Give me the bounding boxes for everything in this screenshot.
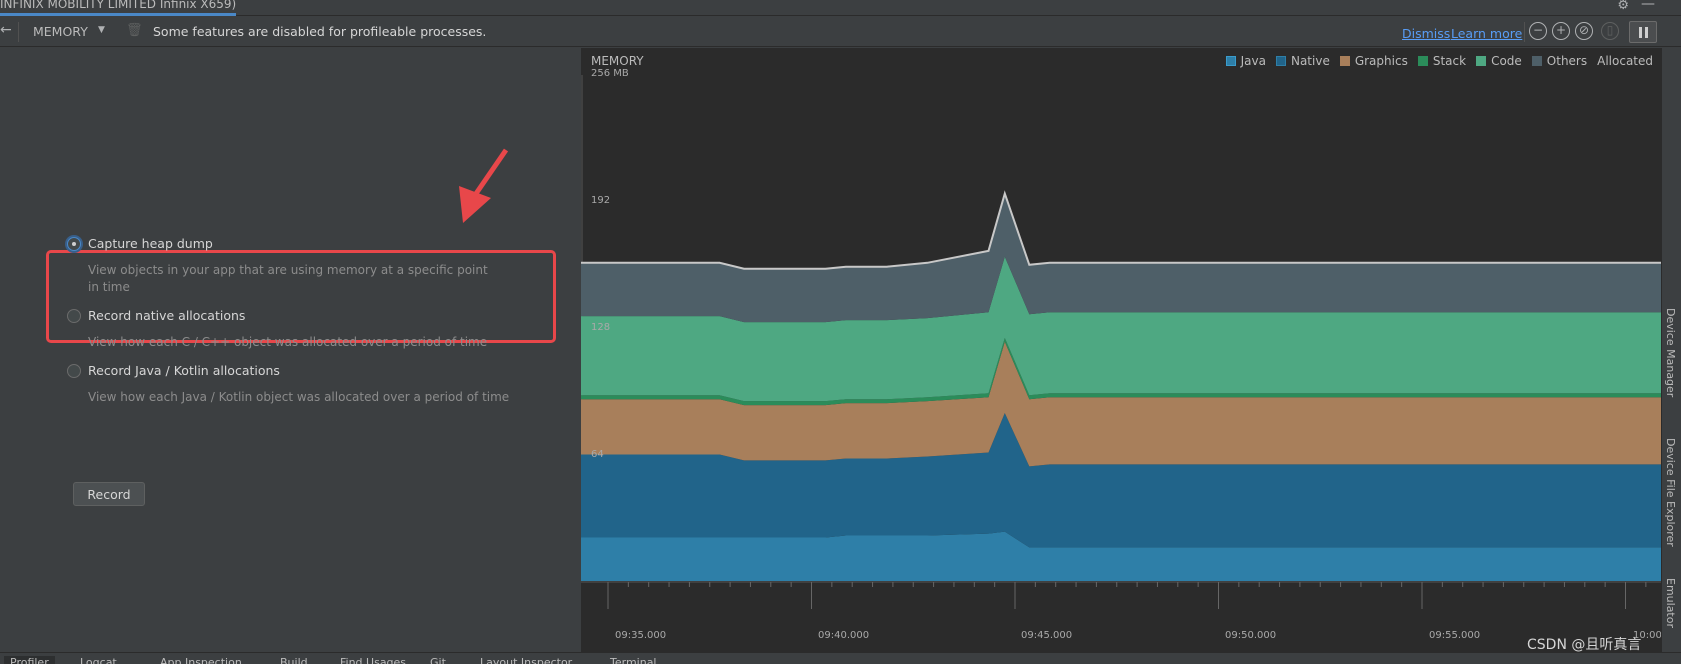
watermark: CSDN @且听真言 bbox=[1527, 637, 1642, 653]
recording-options-panel: Capture heap dump View objects in your a… bbox=[0, 48, 581, 652]
go-live-icon: ▯ bbox=[1601, 22, 1619, 40]
legend-item-graphics: Graphics bbox=[1339, 54, 1408, 68]
device-manager-tab[interactable]: Device Manager bbox=[1664, 308, 1677, 398]
option-description: View objects in your app that are using … bbox=[88, 263, 488, 294]
legend-item-stack: Stack bbox=[1417, 54, 1466, 68]
record-button[interactable]: Record bbox=[73, 482, 145, 506]
memory-chart-svg bbox=[581, 75, 1661, 609]
legend-item-native: Native bbox=[1275, 54, 1330, 68]
x-tick-label: 09:45.000 bbox=[1021, 630, 1073, 641]
y-tick-label: 192 bbox=[591, 195, 611, 206]
x-tick-label: 09:40.000 bbox=[818, 630, 870, 641]
reset-zoom-icon[interactable]: ⊘ bbox=[1575, 22, 1593, 40]
bottom-tab-layout-inspector[interactable]: Layout Inspector bbox=[480, 656, 573, 664]
emulator-tab[interactable]: Emulator bbox=[1664, 578, 1677, 628]
bottom-tab-terminal[interactable]: Terminal bbox=[610, 656, 657, 664]
legend-item-others: Others bbox=[1531, 54, 1587, 68]
y-tick-label: 64 bbox=[591, 449, 604, 460]
bottom-tab-logcat[interactable]: Logcat bbox=[80, 656, 117, 664]
arrow-left-icon[interactable]: ← bbox=[0, 22, 12, 38]
chart-legend: Java Native Graphics Stack Code Others A… bbox=[1225, 54, 1653, 68]
x-tick-label: 09:35.000 bbox=[615, 630, 667, 641]
dismiss-link[interactable]: Dismiss bbox=[1402, 26, 1451, 41]
area-series-others bbox=[581, 193, 1661, 323]
area-series-java bbox=[581, 531, 1661, 581]
y-tick-label: 256 MB bbox=[591, 68, 629, 79]
memory-chart[interactable]: MEMORY Java Native Graphics Stack Code O… bbox=[581, 48, 1662, 652]
gear-icon[interactable]: ⚙ bbox=[1617, 0, 1629, 13]
option-title[interactable]: Record Java / Kotlin allocations bbox=[88, 363, 280, 378]
area-series-graphics bbox=[581, 341, 1661, 467]
session-tab-strip: INFINIX MOBILITY LIMITED Infinix X659) ⚙… bbox=[0, 0, 1681, 16]
legend-item-allocated: Allocated bbox=[1597, 54, 1653, 68]
annotation-arrow bbox=[459, 148, 509, 223]
y-tick-label: 128 bbox=[591, 322, 611, 333]
session-title[interactable]: INFINIX MOBILITY LIMITED Infinix X659) bbox=[0, 0, 237, 11]
area-series-stack bbox=[581, 337, 1661, 406]
record-java-kotlin-allocations-radio[interactable] bbox=[67, 364, 81, 378]
option-description: View how each Java / Kotlin object was a… bbox=[88, 390, 510, 404]
zoom-in-icon[interactable]: + bbox=[1552, 22, 1570, 40]
zoom-out-icon[interactable]: − bbox=[1529, 22, 1547, 40]
minimize-icon[interactable]: — bbox=[1641, 0, 1655, 12]
memory-dropdown[interactable]: MEMORY bbox=[33, 24, 88, 39]
learn-more-link[interactable]: Learn more bbox=[1451, 26, 1523, 41]
chart-title: MEMORY bbox=[591, 54, 644, 68]
option-title[interactable]: Record native allocations bbox=[88, 308, 246, 323]
right-tool-strip: Device Manager Device File Explorer Emul… bbox=[1661, 48, 1681, 652]
x-tick-label: 09:55.000 bbox=[1429, 630, 1481, 641]
bottom-tab-build[interactable]: Build bbox=[280, 656, 308, 664]
bottom-tab-git[interactable]: Git bbox=[430, 656, 446, 664]
profileable-notice: Some features are disabled for profileab… bbox=[153, 24, 487, 39]
chevron-down-icon[interactable]: ▼ bbox=[98, 25, 105, 35]
option-description: View how each C / C++ object was allocat… bbox=[88, 335, 488, 349]
area-series-native bbox=[581, 413, 1661, 548]
bottom-tool-bar: Profiler Logcat App Inspection Build Fin… bbox=[0, 652, 1681, 664]
session-tab-underline bbox=[0, 13, 236, 16]
x-tick-label: 09:50.000 bbox=[1225, 630, 1277, 641]
capture-heap-dump-radio[interactable] bbox=[67, 237, 81, 251]
toolbar-divider bbox=[18, 22, 19, 42]
legend-item-code: Code bbox=[1476, 54, 1522, 68]
allocated-line bbox=[581, 190, 1661, 270]
trash-icon: 🗑 bbox=[126, 23, 143, 38]
legend-item-java: Java bbox=[1225, 54, 1266, 68]
pause-live-button[interactable] bbox=[1629, 21, 1657, 43]
profiler-toolbar: ← MEMORY ▼ 🗑 Some features are disabled … bbox=[0, 17, 1681, 47]
option-title[interactable]: Capture heap dump bbox=[88, 236, 213, 251]
bottom-tab-profiler[interactable]: Profiler bbox=[4, 656, 55, 664]
record-native-allocations-radio[interactable] bbox=[67, 309, 81, 323]
area-series-code bbox=[581, 256, 1661, 402]
device-file-explorer-tab[interactable]: Device File Explorer bbox=[1664, 438, 1677, 547]
annotation-highlight-box bbox=[46, 250, 556, 343]
toolbar-divider bbox=[1524, 22, 1525, 42]
x-tick-label: 10:00 bbox=[1633, 630, 1662, 641]
bottom-tab-find-usages[interactable]: Find Usages bbox=[340, 656, 407, 664]
bottom-tab-app-inspection[interactable]: App Inspection bbox=[160, 656, 242, 664]
